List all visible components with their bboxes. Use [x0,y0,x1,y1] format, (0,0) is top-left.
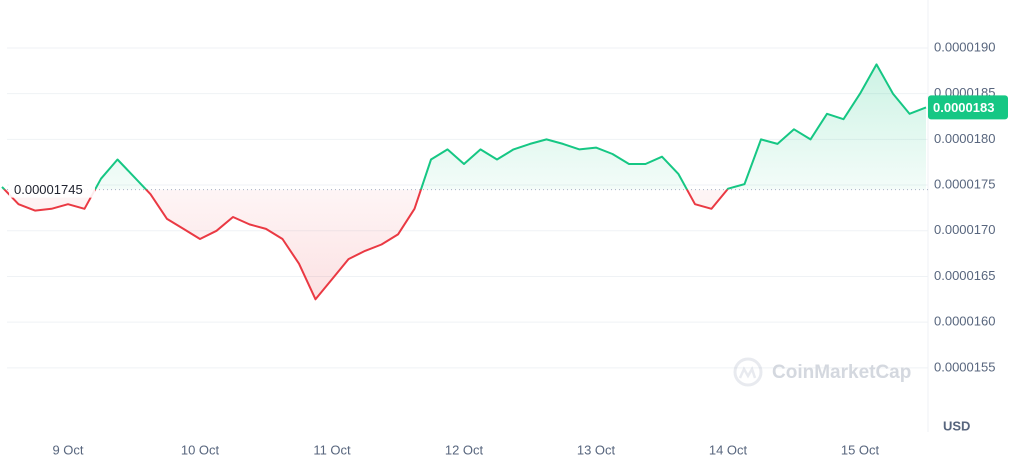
y-tick-label: 0.0000165 [934,268,995,283]
watermark: CoinMarketCap [772,362,911,383]
baseline-label: 0.00001745 [14,182,83,197]
x-tick-label: 9 Oct [52,442,83,457]
x-tick-label: 12 Oct [445,442,484,457]
grid [7,47,928,369]
price-line [1,63,927,301]
x-tick-label: 13 Oct [577,442,616,457]
x-tick-label: 15 Oct [841,442,880,457]
plot [1,63,928,301]
y-tick-label: 0.0000190 [934,39,995,54]
x-tick-label: 14 Oct [709,442,748,457]
y-tick-label: 0.0000180 [934,131,995,146]
y-tick-label: 0.0000160 [934,314,995,329]
x-tick-label: 11 Oct [313,442,351,457]
x-tick-label: 10 Oct [181,442,220,457]
watermark-logo [733,357,763,387]
baseline-label-bg [9,180,95,198]
y-tick-label: 0.0000155 [934,359,995,374]
y-tick-label: 0.0000170 [934,222,995,237]
y-tick-label: 0.0000175 [934,176,995,191]
current-price-tag [928,95,1008,120]
unit-label: USD [943,418,970,433]
price-area [2,64,926,300]
current-price-label: 0.0000183 [933,100,994,115]
